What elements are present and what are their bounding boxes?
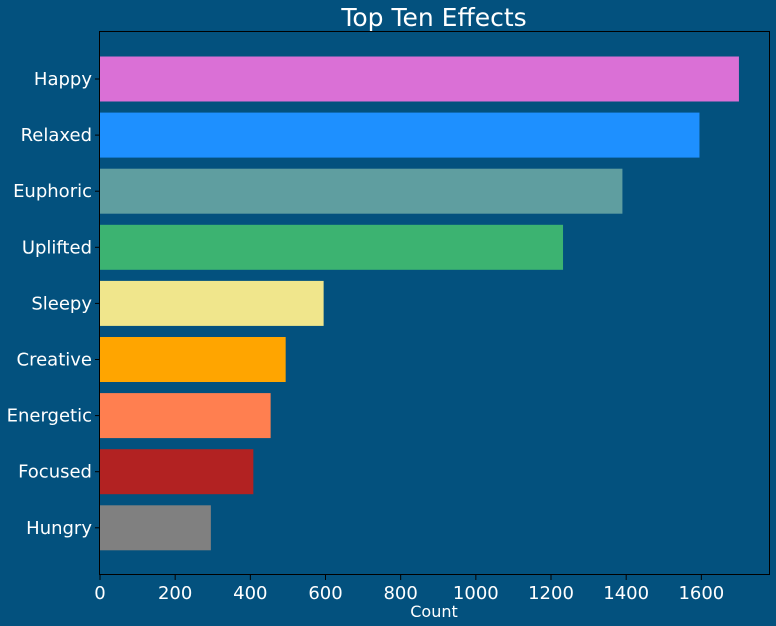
bar-sleepy xyxy=(100,280,324,326)
x-axis-ticks: 0 200 400 600 800 1000 1200 1400 1600 xyxy=(94,575,724,604)
y-tick-label-euphoric: Euphoric xyxy=(13,181,92,202)
y-tick-label-energetic: Energetic xyxy=(7,406,92,427)
y-tick-label-sleepy: Sleepy xyxy=(31,293,92,314)
x-axis-label: Count xyxy=(410,602,458,621)
bar-euphoric xyxy=(100,168,623,214)
x-tick-label-200: 200 xyxy=(158,583,192,604)
y-tick-label-creative: Creative xyxy=(17,350,92,371)
y-axis-ticks: Happy Relaxed Euphoric Uplifted Sleepy Creati… xyxy=(7,69,100,539)
y-tick-label-relaxed: Relaxed xyxy=(21,125,92,146)
x-tick-label-0: 0 xyxy=(94,583,105,604)
x-tick-label-1000: 1000 xyxy=(453,583,499,604)
x-tick-label-1400: 1400 xyxy=(603,583,649,604)
y-tick-label-hungry: Hungry xyxy=(26,518,92,539)
bar-relaxed xyxy=(100,112,700,158)
bar-hungry xyxy=(100,505,211,551)
y-tick-label-focused: Focused xyxy=(18,462,92,483)
x-tick-label-600: 600 xyxy=(308,583,342,604)
bars-group xyxy=(100,56,739,551)
chart-title: Top Ten Effects xyxy=(340,3,526,32)
x-tick-label-1600: 1600 xyxy=(678,583,724,604)
x-tick-label-1200: 1200 xyxy=(528,583,574,604)
bar-happy xyxy=(100,56,739,102)
bar-energetic xyxy=(100,393,271,439)
y-tick-label-uplifted: Uplifted xyxy=(22,237,92,258)
y-tick-label-happy: Happy xyxy=(34,69,92,90)
x-tick-label-400: 400 xyxy=(233,583,267,604)
bar-uplifted xyxy=(100,224,564,270)
x-tick-label-800: 800 xyxy=(383,583,417,604)
plot-frame xyxy=(99,31,770,575)
bar-creative xyxy=(100,337,286,382)
bar-focused xyxy=(100,449,254,495)
